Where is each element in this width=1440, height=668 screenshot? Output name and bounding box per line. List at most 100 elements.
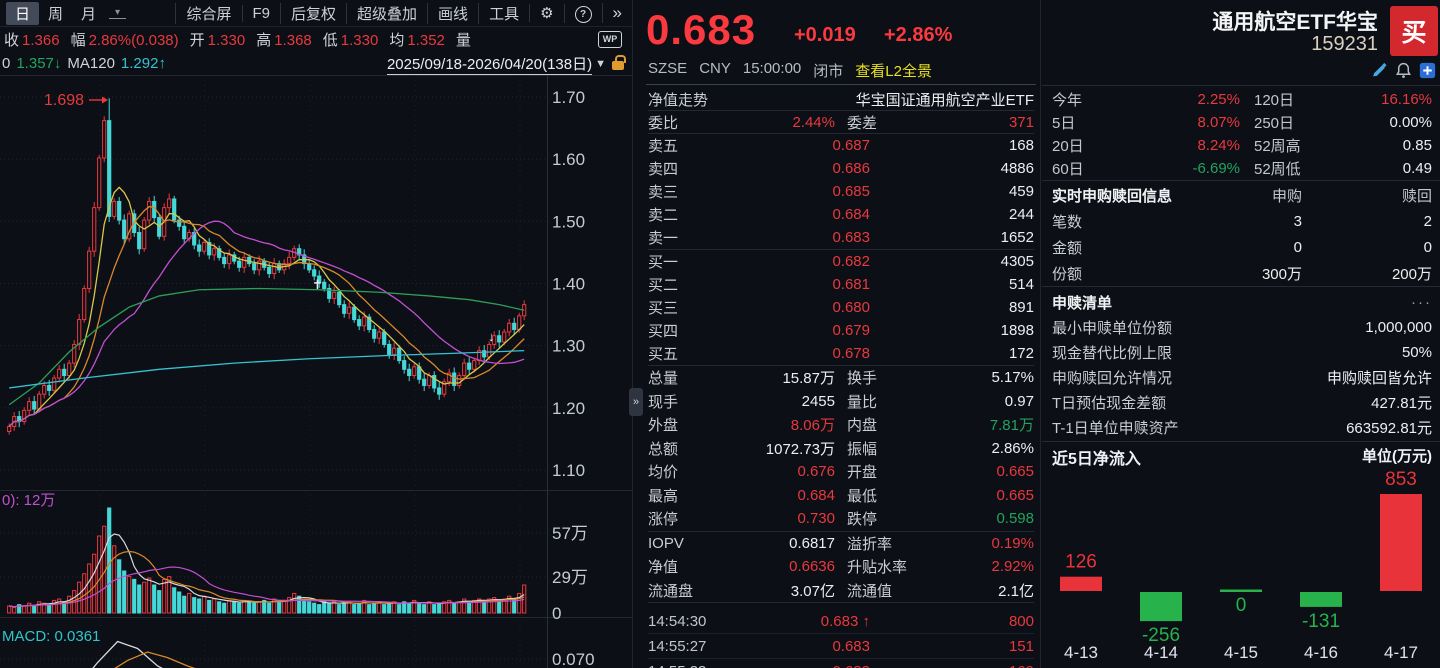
stat-value: 0.676 <box>797 463 835 481</box>
perf-row-2: 5日 8.07% 250日 0.00% <box>1042 111 1440 134</box>
stat-a-row-6: 最高 0.684 最低 0.665 <box>648 484 1034 508</box>
stat-a-row-7: 涨停 0.730 跌停 0.598 <box>648 507 1034 531</box>
menu-draw-line[interactable]: 画线 <box>427 2 478 24</box>
chart-menu: 综合屏 F9 后复权 超级叠加 画线 工具 ⚙ ? » <box>175 2 632 24</box>
chevrons-right-icon[interactable]: » <box>601 3 632 23</box>
quote-rows: 净值走势 华宝国证通用航空产业ETF 委比 2.44% 委差 371 卖五 0.687 168 卖… <box>648 88 1034 668</box>
add-plus-icon[interactable] <box>1419 62 1436 79</box>
menu-composite-screen[interactable]: 综合屏 <box>175 2 241 24</box>
ohlc-value: 2.86%(0.038) <box>88 32 179 49</box>
stat-a-row-5: 均价 0.676 开盘 0.665 <box>648 460 1034 484</box>
tab-daily[interactable]: 日 <box>6 1 40 25</box>
perf-value: 0.49 <box>1402 160 1432 177</box>
collapse-panel-handle[interactable]: » <box>629 388 643 416</box>
bid-row-1[interactable]: 买一 0.682 4305 <box>648 250 1034 273</box>
chart-toolbar: 日 周 月 ▾ 综合屏 F9 后复权 超级叠加 画线 工具 ⚙ ? » <box>0 0 632 27</box>
redeem-value: 50% <box>1401 344 1432 361</box>
redeem-value: 申购赎回皆允许 <box>1326 370 1432 387</box>
ask-row-3[interactable]: 卖三 0.685 459 <box>648 180 1034 203</box>
ask-price: 0.684 <box>832 206 870 223</box>
fund-name: 华宝国证通用航空产业ETF <box>855 91 1034 109</box>
ask-label: 卖三 <box>648 184 679 201</box>
buy-button[interactable]: 买 <box>1390 6 1438 56</box>
menu-tools[interactable]: 工具 <box>478 2 529 24</box>
menu-f9[interactable]: F9 <box>241 4 281 22</box>
gear-icon[interactable]: ⚙ <box>529 4 563 22</box>
stat-value: 0.665 <box>996 486 1034 504</box>
ohlc-item-4: 低 1.330 <box>323 29 379 50</box>
netflow-date-label: 4-17 <box>1384 643 1418 662</box>
bid-row-4[interactable]: 买四 0.679 1898 <box>648 319 1034 342</box>
weicha-value: 371 <box>1008 113 1034 131</box>
stat-label: 振幅 <box>847 440 878 458</box>
netflow-header: 近5日净流入 单位(万元) <box>1042 445 1440 469</box>
ask-row-1[interactable]: 卖五 0.687 168 <box>648 134 1034 157</box>
ask-row-2[interactable]: 卖四 0.686 4886 <box>648 157 1034 180</box>
menu-super-overlay[interactable]: 超级叠加 <box>346 2 427 24</box>
ohlc-item-2: 开 1.330 <box>190 29 246 50</box>
bid-price: 0.680 <box>832 299 870 316</box>
help-icon[interactable]: ? <box>563 3 602 23</box>
weibi-group: 委比 2.44% 委差 371 <box>648 111 1034 134</box>
divider <box>1042 441 1440 442</box>
price-axis-tick: 1.70 <box>552 88 585 107</box>
stat-label: 净值 <box>648 559 679 577</box>
more-ellipsis-icon[interactable]: ··· <box>1411 294 1432 311</box>
redeem-row-3: 申购赎回允许情况 申购赎回皆允许 <box>1042 365 1440 390</box>
wp-window-icon[interactable]: WP <box>598 31 622 48</box>
tick-price: 0.683 <box>726 663 870 668</box>
divider <box>1042 180 1440 181</box>
ask-qty: 168 <box>1008 137 1034 154</box>
redeem-title: 申赎清单 <box>1052 295 1113 312</box>
date-range[interactable]: 2025/09/18-2026/04/20(138日) <box>386 53 593 75</box>
ask-price: 0.687 <box>832 137 870 154</box>
security-code: 159231 <box>1311 33 1378 55</box>
tab-monthly[interactable]: 月 <box>81 5 97 23</box>
bid-row-5[interactable]: 买五 0.678 172 <box>648 342 1034 365</box>
bid-qty: 514 <box>1008 276 1034 293</box>
ohlc-label: 均 <box>389 32 405 49</box>
price-axis-tick: 1.10 <box>552 461 585 480</box>
ask-row-4[interactable]: 卖二 0.684 244 <box>648 203 1034 226</box>
perf-value: 8.07% <box>1197 114 1240 131</box>
ask-group: 卖五 0.687 168 卖四 0.686 4886 卖三 0.685 459 卖二 0.684 24… <box>648 134 1034 250</box>
edit-pencil-icon[interactable] <box>1371 62 1388 79</box>
subscription-row-3: 份额 300万 200万 <box>1042 260 1440 286</box>
candlestick-chart[interactable]: 1.70 1.60 1.50 1.40 1.30 1.20 1.10 57万 29万 0 0.070… <box>0 75 632 668</box>
stat-label: 流通值 <box>847 582 893 600</box>
stat-label: 外盘 <box>648 417 679 435</box>
performance-section: 今年 2.25% 120日 16.16% 5日 8.07% 250日 0.00% 20日 8.24… <box>1042 88 1440 180</box>
stat-a-group: 总量 15.87万 换手 5.17% 现手 2455 量比 0.97 外盘 8.06万 内盘 7.81… <box>648 366 1034 532</box>
unlock-icon[interactable] <box>612 55 626 70</box>
ask-label: 卖五 <box>648 138 679 155</box>
ohlc-item-6: 量 <box>456 29 471 50</box>
bid-row-3[interactable]: 买三 0.680 891 <box>648 296 1034 319</box>
bid-price: 0.678 <box>832 345 870 362</box>
ask-row-5[interactable]: 卖一 0.683 1652 <box>648 226 1034 249</box>
bid-label: 买三 <box>648 300 679 317</box>
stat-value: 0.730 <box>797 510 835 528</box>
perf-value: 2.25% <box>1197 91 1240 108</box>
stat-a-row-1: 总量 15.87万 换手 5.17% <box>648 366 1034 390</box>
alert-bell-icon[interactable] <box>1395 62 1412 79</box>
stat-a-row-2: 现手 2455 量比 0.97 <box>648 390 1034 414</box>
stat-b-row-3: 流通盘 3.07亿 流通值 2.1亿 <box>648 579 1034 603</box>
range-dropdown-icon[interactable]: ▼ <box>595 57 606 70</box>
l2-panorama-link[interactable]: 查看L2全景 <box>855 63 932 80</box>
menu-backward-adjust[interactable]: 后复权 <box>280 2 346 24</box>
bid-row-2[interactable]: 买二 0.681 514 <box>648 273 1034 296</box>
ask-label: 卖一 <box>648 230 679 247</box>
peak-price-annotation: 1.698 <box>44 92 84 109</box>
tab-weekly[interactable]: 周 <box>48 5 64 23</box>
perf-value: 8.24% <box>1197 137 1240 154</box>
info-panel: 通用航空ETF华宝 159231 买 今年 2.25% 120日 16.16% 5日 8.… <box>1042 0 1440 668</box>
tick-group: 14:54:300.683 ↑80014:55:270.68315114:55:… <box>648 609 1034 668</box>
perf-label: 20日 <box>1052 138 1084 155</box>
perf-row-3: 20日 8.24% 52周高 0.85 <box>1042 134 1440 157</box>
period-dropdown-icon[interactable]: ▾ <box>109 7 127 19</box>
netflow-value-label: -256 <box>1142 625 1180 646</box>
bid-label: 买一 <box>648 254 679 271</box>
exchange: SZSE <box>648 60 688 77</box>
ohlc-value: 1.352 <box>407 32 445 49</box>
ohlc-value: 1.330 <box>207 32 246 49</box>
